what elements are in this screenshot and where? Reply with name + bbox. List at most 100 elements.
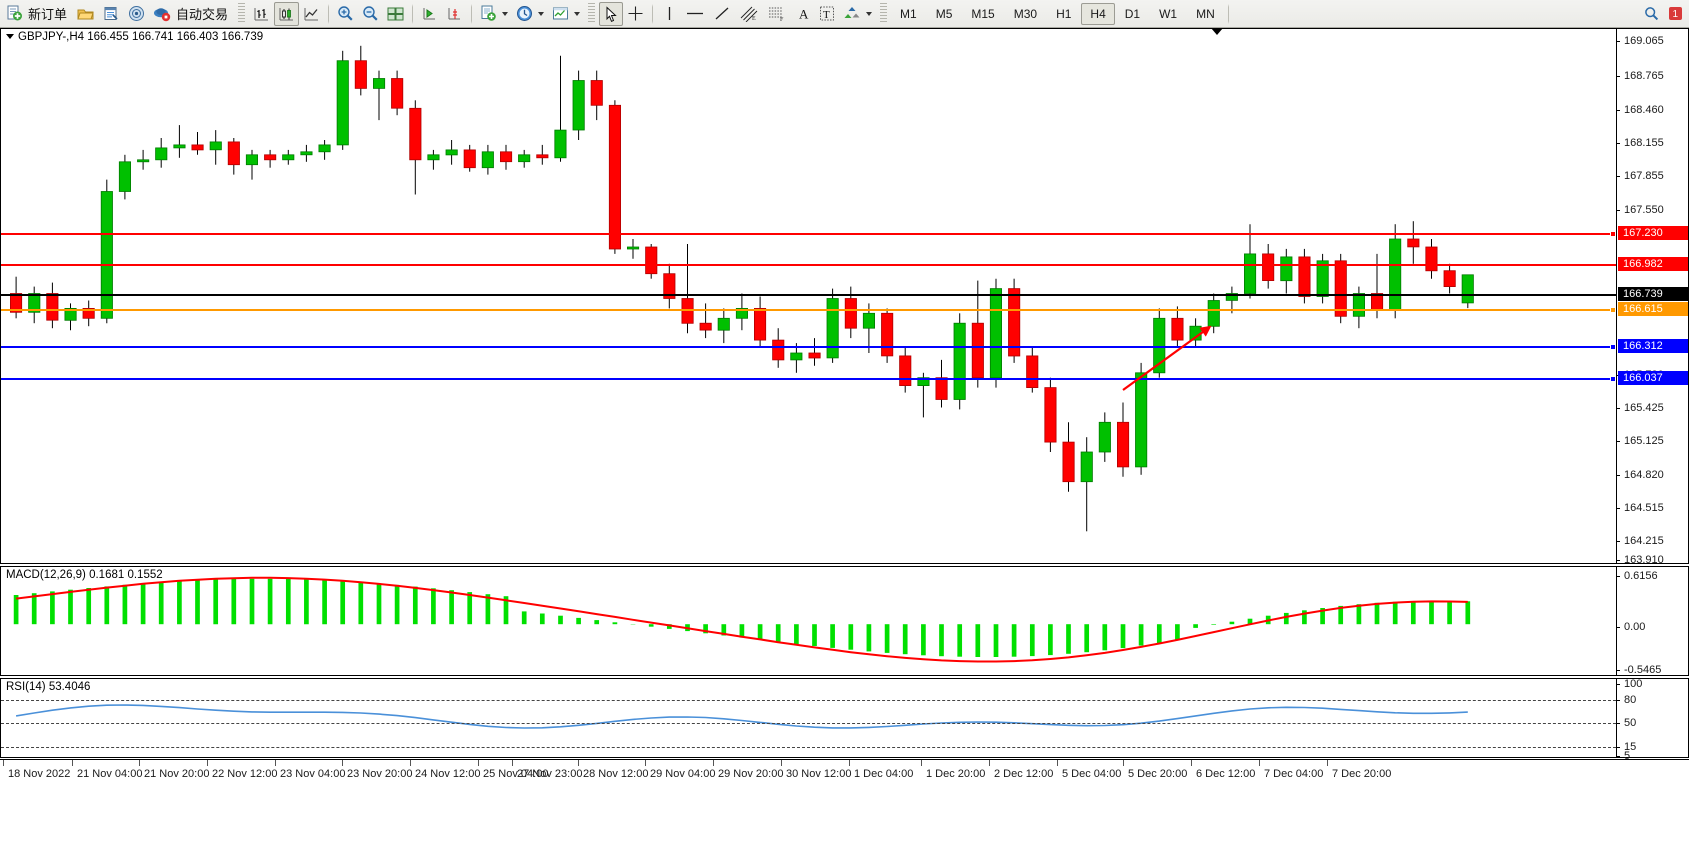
support-line-1-badge: 166.312 xyxy=(1618,339,1688,353)
svg-text:T: T xyxy=(823,9,830,21)
timeframe-m30[interactable]: M30 xyxy=(1013,6,1038,21)
line-anchor-handle[interactable] xyxy=(1610,376,1616,382)
trendline-button[interactable] xyxy=(709,2,735,26)
timeframe-mn[interactable]: MN xyxy=(1196,6,1215,21)
text-button[interactable]: A xyxy=(791,2,815,26)
resistance-line-1[interactable] xyxy=(1,231,1616,237)
candlestick-icon xyxy=(278,6,295,22)
time-label: 7 Dec 04:00 xyxy=(1258,760,1324,780)
macd-pane[interactable]: MACD(12,26,9) 0.1681 0.1552 0.6156 0.00 -0… xyxy=(0,566,1689,676)
auto-scroll-button[interactable] xyxy=(417,2,442,26)
timeframe-m15[interactable]: M15 xyxy=(971,6,995,21)
price-pane[interactable]: GBPJPY-,H4 166.455 166.741 166.403 166.7… xyxy=(0,28,1689,566)
price-tick: 167.550 xyxy=(1617,204,1664,216)
toolbar-grip-2[interactable] xyxy=(588,3,596,24)
rsi-scale[interactable]: 100 80 50 15 5 xyxy=(1616,678,1688,762)
horizontal-line-button[interactable] xyxy=(681,2,709,26)
templates-button[interactable] xyxy=(548,2,584,26)
rsi-tick: 80 xyxy=(1617,694,1636,706)
support-line-2[interactable] xyxy=(1,376,1616,382)
macd-tick: -0.5465 xyxy=(1617,664,1661,676)
symbol-header: GBPJPY-,H4 166.455 166.741 166.403 166.7… xyxy=(6,31,263,43)
market-watch-button[interactable] xyxy=(73,2,99,26)
time-axis[interactable]: 18 Nov 2022 21 Nov 04:00 21 Nov 20:00 22 No… xyxy=(0,759,1689,789)
timeframe-w1[interactable]: W1 xyxy=(1159,6,1178,21)
arrows-caret-icon[interactable] xyxy=(866,11,873,16)
line-chart-button[interactable] xyxy=(299,2,324,26)
templates-caret-icon[interactable] xyxy=(574,11,581,16)
new-order-icon xyxy=(6,5,23,22)
period-caret-icon[interactable] xyxy=(538,11,545,16)
line-anchor-handle[interactable] xyxy=(1610,231,1616,237)
period-button[interactable] xyxy=(512,2,548,26)
new-chart-button[interactable] xyxy=(476,2,512,26)
timeframe-h4[interactable]: H4 xyxy=(1081,2,1115,25)
auto-trading-label: 自动交易 xyxy=(176,7,229,22)
macd-scale[interactable]: 0.6156 0.00 -0.5465 xyxy=(1616,567,1688,676)
toolbar-separator-1 xyxy=(328,3,330,24)
time-label: 24 Nov 12:00 xyxy=(409,760,481,780)
price-tick: 163.910 xyxy=(1617,554,1664,566)
cursor-button[interactable] xyxy=(599,1,624,26)
candlestick-chart-button[interactable] xyxy=(274,1,300,26)
equidistant-channel-button[interactable]: E xyxy=(735,2,763,26)
rsi-plot[interactable] xyxy=(1,679,1616,757)
zoom-out-button[interactable] xyxy=(358,2,383,26)
rsi-tick: 50 xyxy=(1617,717,1636,729)
zoom-in-button[interactable] xyxy=(333,2,358,26)
support-line-1[interactable] xyxy=(1,344,1616,350)
toolbar-separator-5 xyxy=(1227,3,1229,24)
chart-shift-toggle-button[interactable] xyxy=(442,2,467,26)
fibonacci-button[interactable]: F xyxy=(763,2,791,26)
time-label: 18 Nov 2022 xyxy=(2,760,71,780)
rsi-level-line xyxy=(1,747,1616,748)
resistance-line-2[interactable] xyxy=(1,264,1616,266)
macd-plot[interactable] xyxy=(1,567,1616,675)
time-label: 22 Nov 12:00 xyxy=(206,760,278,780)
arrows-button[interactable] xyxy=(839,2,876,26)
price-plot[interactable] xyxy=(1,29,1616,563)
timeframe-h1[interactable]: H1 xyxy=(1056,6,1072,21)
data-window-button[interactable] xyxy=(99,2,124,26)
navigator-button[interactable] xyxy=(124,2,149,26)
toolbar-separator-4 xyxy=(652,3,654,24)
macd-tick: 0.00 xyxy=(1617,621,1645,633)
line-anchor-handle[interactable] xyxy=(1610,307,1616,313)
resistance-line-2-badge: 166.982 xyxy=(1618,257,1688,271)
toolbar-grip-1[interactable] xyxy=(238,3,246,24)
symbol-caret-icon[interactable] xyxy=(6,34,14,40)
new-order-button[interactable]: 新订单 xyxy=(2,2,73,26)
cursor-icon xyxy=(604,5,619,22)
timeframe-d1[interactable]: D1 xyxy=(1124,6,1141,21)
text-icon: A xyxy=(796,5,811,22)
data-window-icon xyxy=(103,6,120,22)
line-chart-icon xyxy=(303,6,320,22)
clock-icon xyxy=(516,5,533,22)
rsi-pane[interactable]: RSI(14) 53.4046 100 80 50 15 5 xyxy=(0,678,1689,762)
entry-line[interactable] xyxy=(1,307,1616,313)
search-button[interactable] xyxy=(1639,2,1663,26)
chart-area[interactable]: GBPJPY-,H4 166.455 166.741 166.403 166.7… xyxy=(0,28,1689,861)
rsi-level-line xyxy=(1,723,1616,724)
text-label-icon: T xyxy=(819,5,835,22)
line-anchor-handle[interactable] xyxy=(1610,344,1616,350)
time-label: 5 Dec 20:00 xyxy=(1122,760,1188,780)
chart-shift-button[interactable] xyxy=(383,2,408,26)
text-label-button[interactable]: T xyxy=(815,2,839,26)
current-price-line[interactable] xyxy=(1,294,1616,296)
folder-icon xyxy=(77,6,95,22)
vertical-line-icon xyxy=(663,5,676,22)
toolbar-separator-3 xyxy=(471,3,473,24)
vertical-line-button[interactable] xyxy=(657,2,681,26)
timeframe-m1[interactable]: M1 xyxy=(900,6,917,21)
new-chart-caret-icon[interactable] xyxy=(502,11,509,16)
crosshair-button[interactable] xyxy=(623,2,648,26)
rsi-tick: 100 xyxy=(1617,678,1642,690)
price-tick: 168.460 xyxy=(1617,104,1664,116)
timeframe-m5[interactable]: M5 xyxy=(935,6,953,21)
time-label: 6 Dec 12:00 xyxy=(1190,760,1256,780)
toolbar-grip-3[interactable] xyxy=(880,3,888,24)
alerts-button[interactable]: 1 xyxy=(1663,2,1687,26)
auto-trading-button[interactable]: 自动交易 xyxy=(149,2,234,26)
bar-chart-button[interactable] xyxy=(249,2,274,26)
